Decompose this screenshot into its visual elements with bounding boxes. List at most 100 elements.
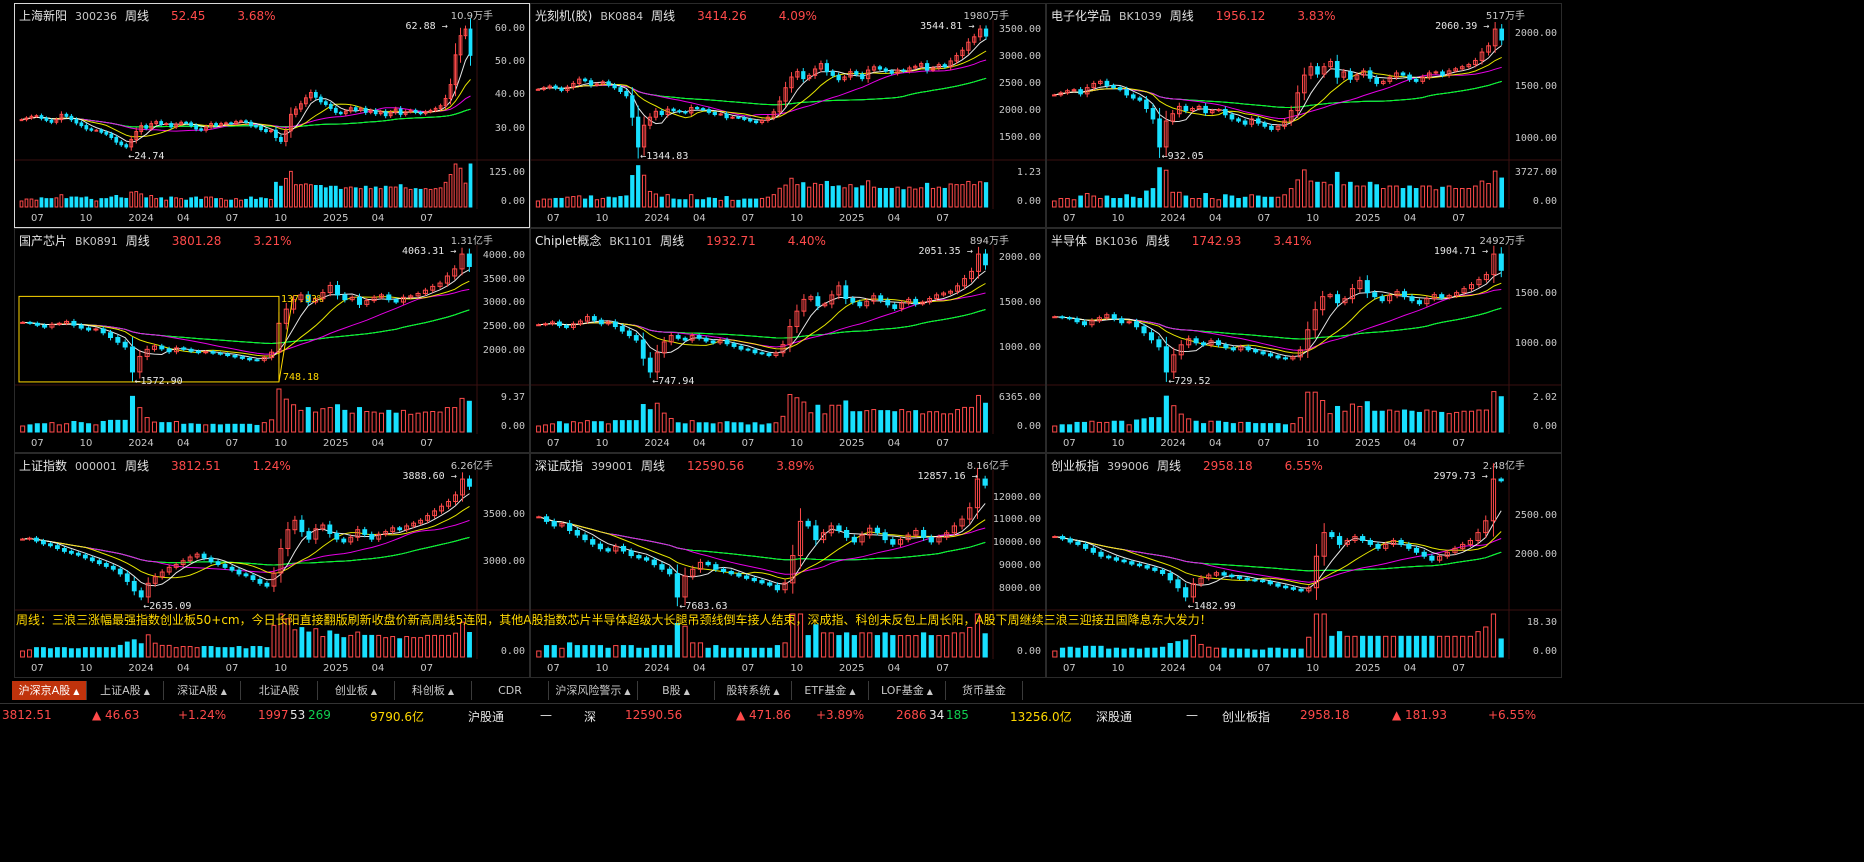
- tab-9[interactable]: 股转系统 ▲: [715, 681, 792, 700]
- candle-body: [137, 355, 143, 373]
- candlestick-chart[interactable]: [1047, 4, 1561, 227]
- tab-2[interactable]: 深证A股 ▲: [164, 681, 241, 700]
- ma120-line: [538, 516, 986, 561]
- candle-body: [1387, 76, 1393, 82]
- candle-body: [1498, 478, 1504, 482]
- x-tick-label: 10: [1111, 663, 1125, 674]
- tab-5[interactable]: 科创板 ▲: [395, 681, 472, 700]
- high-marker: 62.88 →: [405, 21, 448, 33]
- chart-panel-BK0884[interactable]: 光刻机(胶) BK0884 周线 3414.26 4.09% 1980万手 3500.00 3…: [530, 3, 1046, 228]
- volume-bar: [677, 199, 682, 208]
- tab-7[interactable]: 沪深风险警示 ▲: [549, 681, 638, 700]
- volume-bar: [1113, 647, 1120, 658]
- volume-bar: [378, 188, 383, 208]
- y-tick-label: 11000.00: [992, 514, 1041, 526]
- chart-panel-BK1039[interactable]: 电子化学品 BK1039 周线 1956.12 3.83% 517万手 2000.00 150…: [1046, 3, 1562, 228]
- ma60-line: [538, 309, 986, 339]
- volume-bar: [877, 187, 883, 208]
- candle-body: [323, 101, 328, 105]
- cy-index-pct: +6.55%: [1488, 708, 1537, 722]
- candlestick-chart[interactable]: [1047, 454, 1561, 677]
- volume-bar: [920, 413, 926, 433]
- candle-body: [851, 536, 857, 543]
- tab-8[interactable]: B股 ▲: [638, 681, 715, 700]
- tab-6[interactable]: CDR: [472, 681, 549, 700]
- candle-body: [724, 339, 730, 345]
- tab-0[interactable]: 沪深京A股 ▲: [12, 681, 87, 700]
- volume-bar: [594, 199, 600, 208]
- candle-body: [1104, 314, 1110, 319]
- volume-bar: [606, 196, 611, 208]
- candle-body: [1190, 107, 1195, 112]
- ma5-line: [21, 51, 471, 143]
- candle-body: [570, 323, 576, 328]
- chart-panel-300236[interactable]: 上海新阳 300236 周线 52.45 3.68% 10.9万手 60.00 50.00 40…: [14, 3, 530, 228]
- volume-bar: [759, 424, 765, 433]
- chart-panel-BK0891[interactable]: 国产芯片 BK0891 周线 3801.28 3.21% 1.31亿手 4000.00 350…: [14, 228, 530, 453]
- x-tick-label: 10: [79, 663, 93, 674]
- candle-body: [759, 119, 765, 124]
- candlestick-chart[interactable]: [15, 454, 529, 677]
- security-code: BK1036: [1095, 235, 1138, 248]
- chart-panel-399006[interactable]: 创业板指 399006 周线 2958.18 6.55% 2.48亿手 2500.00 200…: [1046, 453, 1562, 678]
- candlestick-chart[interactable]: [1047, 229, 1561, 452]
- volume-bar: [358, 188, 363, 208]
- candle-body: [358, 107, 363, 111]
- candle-body: [813, 525, 819, 541]
- candle-body: [836, 285, 842, 296]
- chart-panel-399001[interactable]: 深证成指 399001 周线 12590.56 3.89% 8.16亿手 12000.00 1…: [530, 453, 1046, 678]
- candle-body: [1067, 317, 1073, 320]
- candlestick-chart[interactable]: [531, 229, 1045, 452]
- candle-body: [1065, 90, 1070, 94]
- candlestick-chart[interactable]: [15, 4, 529, 227]
- volume-bar: [653, 193, 658, 208]
- volume-bar: [343, 187, 348, 208]
- y-tick-label: 2000.00: [998, 251, 1041, 263]
- tab-11[interactable]: LOF基金 ▲: [869, 681, 946, 700]
- candle-body: [1460, 543, 1466, 549]
- volume-bar: [659, 196, 664, 208]
- candle-body: [1342, 298, 1348, 304]
- candle-body: [284, 130, 288, 142]
- candle-body: [1407, 74, 1412, 80]
- volume-bar: [1328, 184, 1333, 208]
- tab-12[interactable]: 货币基金: [946, 681, 1023, 700]
- volume-bar: [813, 624, 819, 658]
- candle-body: [1398, 539, 1404, 545]
- candle-body: [636, 555, 642, 559]
- tab-4[interactable]: 创业板 ▲: [318, 681, 395, 700]
- candle-body: [1209, 110, 1215, 114]
- candlestick-chart[interactable]: [531, 4, 1045, 227]
- volume-tick-label: 0.00: [500, 646, 525, 657]
- candle-body: [643, 557, 650, 561]
- candle-body: [812, 68, 818, 76]
- chart-panel-BK1036[interactable]: 半导体 BK1036 周线 1742.93 3.41% 2492万手 1500.00 1000…: [1046, 228, 1562, 453]
- tab-3[interactable]: 北证A股: [241, 681, 318, 700]
- candle-body: [854, 71, 859, 75]
- tab-10[interactable]: ETF基金 ▲: [792, 681, 869, 700]
- tab-1[interactable]: 上证A股 ▲: [87, 681, 164, 700]
- ma60-line: [22, 536, 470, 566]
- candle-body: [1348, 71, 1353, 80]
- candle-body: [1163, 346, 1169, 373]
- volume-bar: [745, 424, 751, 433]
- sz-connect-label[interactable]: 深股通: [1096, 710, 1133, 724]
- volume-bar: [137, 407, 143, 433]
- candle-body: [1208, 340, 1214, 346]
- volume-bar: [1190, 198, 1195, 208]
- candle-body: [29, 115, 34, 119]
- chart-panel-000001[interactable]: 上证指数 000001 周线 3812.51 1.24% 6.26亿手 3500.00 300…: [14, 453, 530, 678]
- volume-bar: [129, 191, 134, 208]
- candlestick-chart[interactable]: [15, 229, 529, 452]
- candlestick-chart[interactable]: [531, 454, 1045, 677]
- volume-bar: [327, 630, 333, 658]
- chart-panel-BK1101[interactable]: Chiplet概念 BK1101 周线 1932.71 4.40% 894万手 2000.0…: [530, 228, 1046, 453]
- candle-body: [919, 63, 924, 67]
- volume-bar: [466, 400, 472, 433]
- candle-body: [619, 326, 625, 332]
- volume-bar: [34, 199, 39, 208]
- sh-connect-label[interactable]: 沪股通: [468, 710, 505, 724]
- volume-bar: [1167, 643, 1173, 658]
- volume-bar: [731, 422, 737, 433]
- candle-body: [713, 564, 719, 570]
